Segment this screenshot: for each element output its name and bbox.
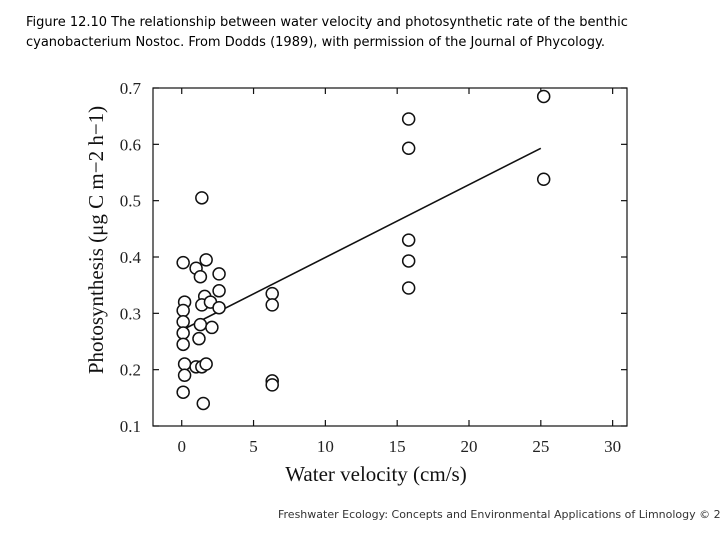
x-tick-label: 5 <box>249 437 258 456</box>
data-point <box>401 233 416 247</box>
data-point <box>401 281 416 295</box>
data-point <box>265 298 279 312</box>
data-point <box>176 315 190 329</box>
data-point <box>265 286 279 301</box>
data-point <box>205 320 219 335</box>
x-tick-label: 20 <box>461 437 478 456</box>
y-tick-label: 0.7 <box>120 79 142 98</box>
data-point <box>212 267 226 281</box>
data-point <box>176 303 190 318</box>
y-tick-label: 0.4 <box>120 248 142 267</box>
regression-line <box>181 147 542 331</box>
data-point <box>195 191 209 205</box>
data-point <box>265 378 279 392</box>
data-point <box>536 172 551 187</box>
data-point <box>177 368 192 383</box>
data-point <box>199 253 213 267</box>
figure-caption: Figure 12.10 The relationship between wa… <box>26 13 706 53</box>
caption-line-2: cyanobacterium Nostoc. From Dodds (1989)… <box>26 35 605 50</box>
y-tick-label: 0.5 <box>120 192 141 211</box>
data-point <box>199 357 213 371</box>
data-point <box>176 255 190 270</box>
data-point <box>176 337 190 352</box>
data-point <box>177 357 192 371</box>
data-point <box>176 385 190 399</box>
data-point <box>401 254 416 268</box>
y-axis-title: Photosynthesis (μg C m−2 h−1) <box>84 106 108 374</box>
x-tick-label: 25 <box>532 437 549 456</box>
footer-credit: Freshwater Ecology: Concepts and Environ… <box>278 508 720 521</box>
data-point <box>212 284 226 298</box>
data-point <box>193 269 208 284</box>
y-tick-label: 0.3 <box>120 304 141 323</box>
data-point <box>212 300 226 315</box>
y-tick-label: 0.2 <box>120 361 141 380</box>
x-axis-title: Water velocity (cm/s) <box>285 462 466 486</box>
data-point <box>192 331 206 346</box>
data-point <box>193 317 208 332</box>
plot-frame <box>152 87 628 427</box>
data-point <box>176 326 190 340</box>
caption-line-1: Figure 12.10 The relationship between wa… <box>26 15 628 30</box>
data-point <box>536 89 551 104</box>
x-tick-label: 10 <box>317 437 334 456</box>
data-point <box>401 141 416 156</box>
x-tick-label: 0 <box>177 437 186 456</box>
data-point <box>401 112 416 126</box>
x-tick-label: 15 <box>389 437 406 456</box>
y-tick-label: 0.6 <box>120 135 141 154</box>
x-tick-label: 30 <box>604 437 621 456</box>
y-tick-label: 0.1 <box>120 417 141 436</box>
data-point <box>196 396 211 411</box>
